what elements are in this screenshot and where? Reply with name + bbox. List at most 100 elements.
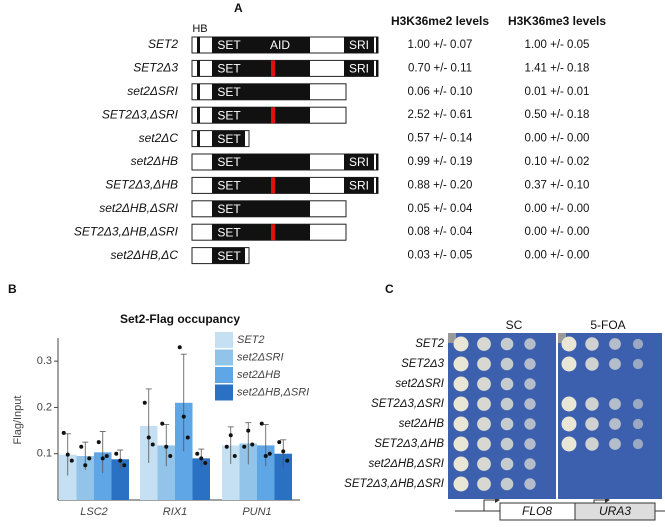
colony-spot (477, 397, 491, 411)
y-axis-label: Flag/Input (12, 396, 24, 445)
colony-spot (609, 418, 621, 430)
colony-spot (524, 438, 536, 450)
bar (274, 453, 292, 500)
deletion-mark (271, 107, 275, 124)
gene-diagram: FLO8 URA3 (455, 497, 665, 521)
hb-label: HB (192, 23, 207, 35)
sri-domain (344, 154, 374, 170)
plate-edge (448, 333, 456, 343)
domain-label: SET (217, 85, 241, 99)
colony-spot (500, 457, 514, 471)
colony-spot (453, 356, 469, 372)
me2-level: 0.57 +/- 0.14 (408, 133, 473, 145)
colony-spot (524, 418, 536, 430)
me3-level: 1.00 +/- 0.05 (525, 39, 590, 51)
colony-spot (585, 437, 599, 451)
strain-name: SET2Δ3,ΔSRI (371, 398, 445, 410)
medium-label: 5-FOA (590, 318, 625, 332)
strain-name: SET2Δ3,ΔHB,ΔSRI (344, 478, 445, 490)
data-point (232, 454, 237, 459)
data-point (160, 421, 165, 426)
data-point (203, 460, 208, 465)
legend-label: set2ΔHB (237, 369, 280, 381)
colony-spot (561, 356, 577, 372)
data-point (259, 421, 264, 426)
colony-spot (632, 398, 644, 410)
gene-label: URA3 (599, 504, 631, 518)
bar (59, 454, 77, 500)
domain-label: SRI (349, 179, 369, 193)
domain-label: SET (217, 249, 241, 263)
colony-spot (561, 436, 577, 452)
data-point (281, 449, 286, 454)
data-point (185, 435, 190, 440)
legend-label: set2ΔSRI (237, 351, 284, 363)
plate-edge (558, 333, 566, 343)
strain-name: SET2Δ3,ΔSRI (102, 107, 179, 121)
data-point (69, 458, 74, 463)
colony-spot (453, 436, 469, 452)
colony-spot (453, 396, 469, 412)
me3-level: 0.00 +/- 0.00 (525, 226, 590, 238)
legend-swatch (215, 349, 233, 366)
column-header: H3K36me2 levels (391, 14, 489, 28)
data-point (168, 454, 173, 459)
end-mark (376, 177, 378, 194)
data-point (277, 440, 282, 445)
colony-spot (585, 397, 599, 411)
end-mark (376, 37, 378, 53)
colony-spot (609, 398, 621, 410)
strain-name: set2ΔSRI (127, 84, 178, 98)
colony-spot (477, 357, 491, 371)
deletion-mark (271, 224, 275, 241)
colony-spot (500, 337, 514, 351)
me3-level: 1.41 +/- 0.18 (525, 62, 590, 74)
colony-spot (585, 417, 599, 431)
strain-name: set2ΔHB,ΔSRI (368, 458, 444, 470)
x-tick-label: RIX1 (163, 506, 187, 518)
colony-spot (524, 458, 536, 470)
domain-label: SET (217, 38, 241, 52)
colony-spot (524, 478, 536, 490)
strain-name: SET2 (415, 338, 444, 350)
domain-label: SET (217, 179, 241, 193)
domain-label: SET (217, 132, 241, 146)
me3-level: 0.00 +/- 0.00 (525, 250, 590, 262)
colony-spot (477, 437, 491, 451)
strain-name: SET2Δ3,ΔHB,ΔSRI (74, 224, 179, 238)
data-point (118, 458, 123, 463)
colony-spot (524, 338, 536, 350)
colony-spot (500, 437, 514, 451)
set-domain (212, 224, 310, 241)
set-domain (212, 130, 245, 147)
data-point (181, 414, 186, 419)
set-domain (212, 107, 310, 124)
strain-name: SET2Δ3 (133, 61, 178, 75)
colony-spot (453, 336, 469, 352)
data-point (164, 444, 169, 449)
sri-domain (344, 177, 374, 194)
colony-spot (500, 357, 514, 371)
data-point (122, 463, 127, 468)
data-point (228, 433, 233, 438)
colony-spot (632, 418, 644, 430)
domain-label: SET (217, 108, 241, 122)
domain-label: SRI (349, 62, 369, 76)
colony-spot (453, 456, 469, 472)
end-mark (376, 154, 378, 170)
bar (192, 458, 210, 500)
strain-name: SET2 (148, 37, 178, 51)
strain-name: set2ΔHB,ΔSRI (99, 201, 178, 215)
data-point (146, 435, 151, 440)
colony-spot (453, 416, 469, 432)
plate (558, 333, 662, 499)
data-point (246, 428, 251, 433)
me3-level: 0.01 +/- 0.01 (525, 86, 590, 98)
legend-label: set2ΔHB,ΔSRI (237, 386, 309, 398)
bar (94, 452, 112, 500)
me2-level: 0.88 +/- 0.20 (408, 179, 473, 191)
end-mark (376, 60, 378, 77)
colony-spot (524, 398, 536, 410)
strain-name: set2ΔC (139, 131, 179, 145)
